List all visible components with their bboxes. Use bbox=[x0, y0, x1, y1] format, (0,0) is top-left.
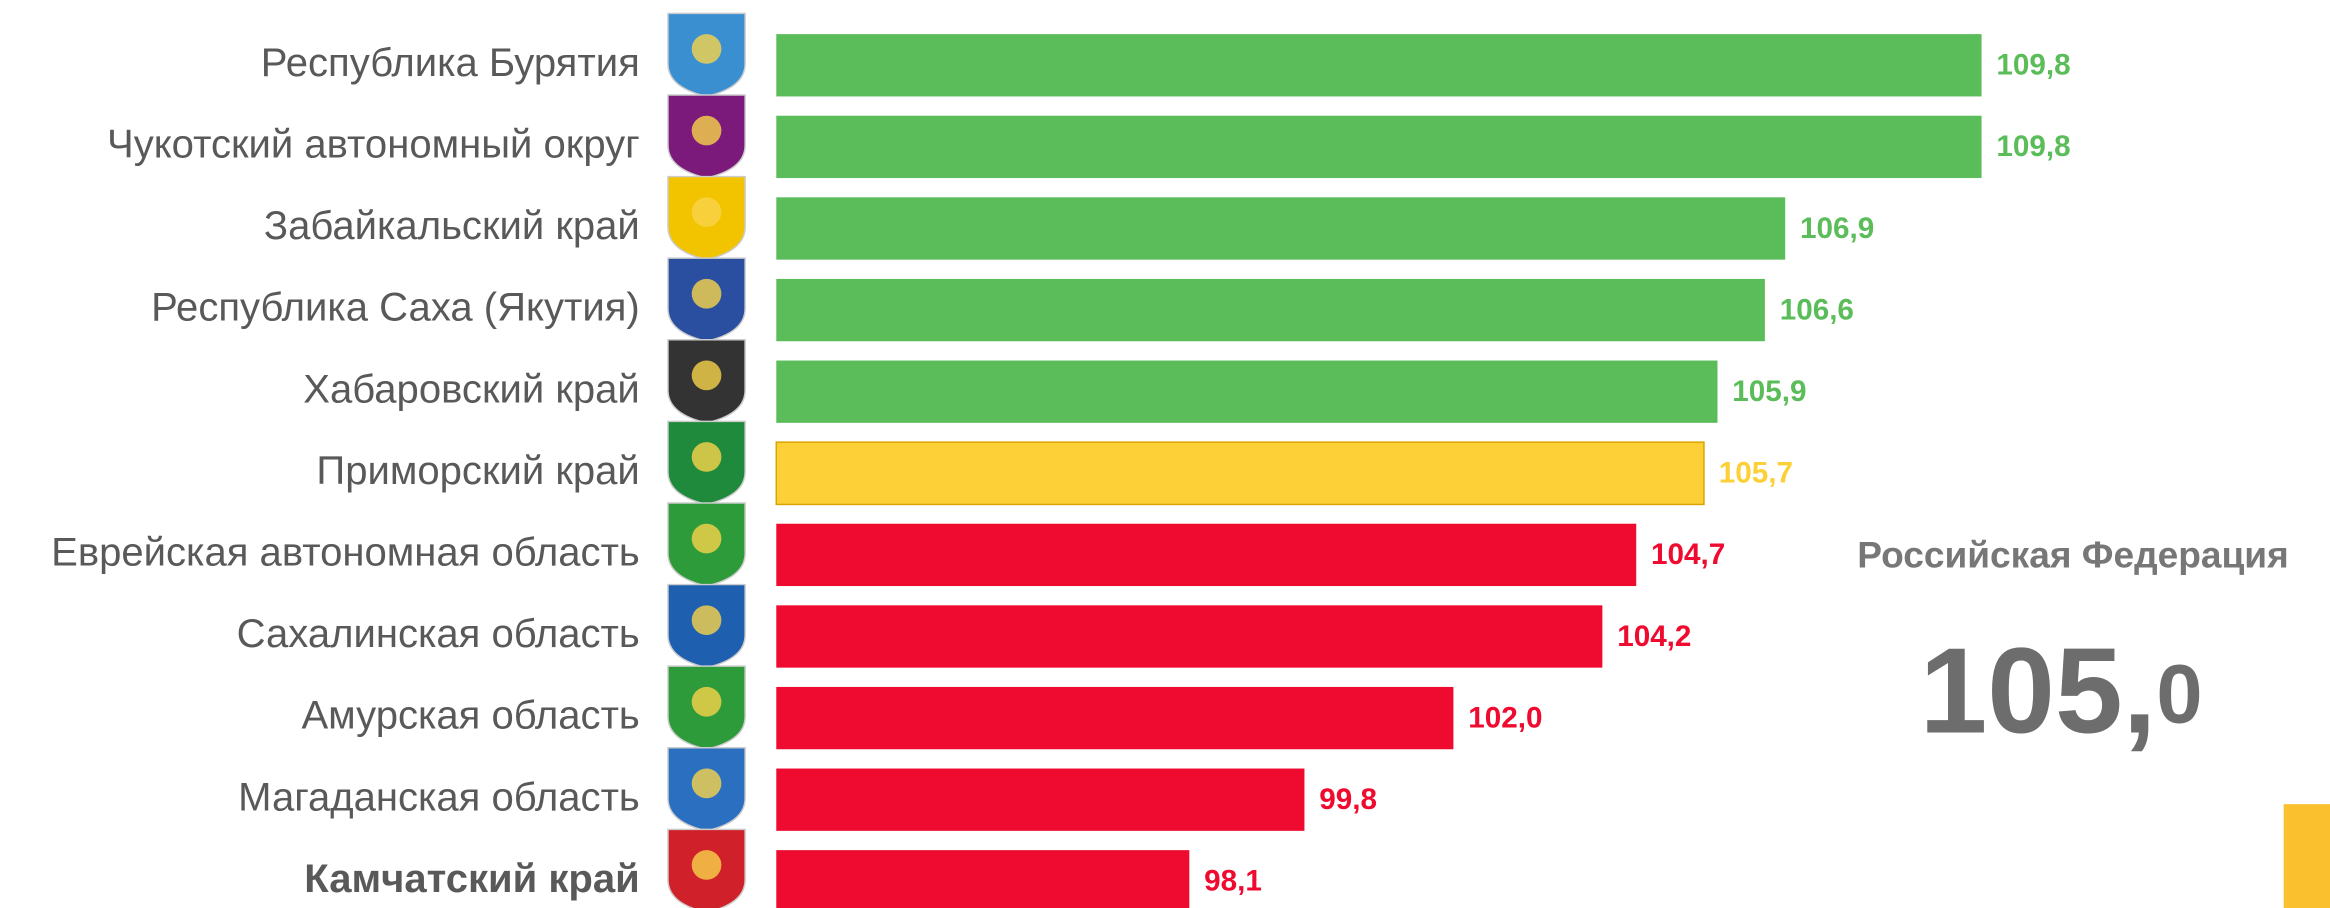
bar bbox=[776, 605, 1603, 668]
value-label: 106,9 bbox=[1800, 212, 1874, 245]
annotation-value: 105,0 bbox=[1920, 622, 2203, 758]
bar bbox=[776, 360, 1718, 423]
bar bbox=[776, 197, 1786, 260]
bar bbox=[776, 686, 1454, 750]
emblem-detail bbox=[691, 34, 722, 64]
category-label: Хабаровский край bbox=[303, 367, 640, 411]
category-label: Республика Саха (Якутия) bbox=[151, 286, 640, 330]
emblem-detail bbox=[691, 278, 722, 309]
bar bbox=[776, 115, 1982, 179]
value-label: 104,2 bbox=[1617, 620, 1691, 653]
emblem-detail bbox=[691, 605, 722, 636]
value-label: 98,1 bbox=[1204, 865, 1262, 898]
emblem-detail bbox=[691, 686, 722, 717]
value-label: 106,6 bbox=[1780, 293, 1854, 326]
value-label: 109,8 bbox=[1996, 130, 2070, 163]
annotation-label: Российская Федерация bbox=[1857, 534, 2288, 576]
category-label: Сахалинская область bbox=[237, 612, 640, 656]
category-label: Чукотский автономный округ bbox=[107, 122, 640, 166]
bar bbox=[776, 278, 1765, 342]
value-label: 104,7 bbox=[1651, 538, 1725, 571]
emblem-detail bbox=[691, 523, 722, 554]
emblem-detail bbox=[691, 360, 722, 391]
category-label: Амурская область bbox=[301, 694, 639, 738]
bar bbox=[775, 441, 1705, 506]
category-label: Приморский край bbox=[316, 449, 639, 493]
category-label: Республика Бурятия bbox=[261, 41, 640, 85]
emblem-detail bbox=[691, 197, 722, 227]
value-label: 102,0 bbox=[1468, 701, 1542, 734]
bar bbox=[776, 768, 1305, 831]
bar bbox=[776, 850, 1190, 908]
value-label: 105,7 bbox=[1719, 457, 1793, 490]
value-label: 105,9 bbox=[1732, 375, 1806, 408]
category-label: Еврейская автономная область bbox=[51, 530, 640, 574]
emblem-detail bbox=[691, 768, 722, 799]
category-label: Магаданская область bbox=[238, 775, 640, 819]
value-label: 99,8 bbox=[1319, 783, 1377, 816]
category-label: Забайкальский край bbox=[264, 204, 640, 248]
emblem-detail bbox=[691, 442, 722, 472]
corner-button bbox=[2283, 804, 2330, 908]
value-label: 109,8 bbox=[1996, 49, 2070, 82]
bar bbox=[776, 523, 1637, 587]
emblem-detail bbox=[691, 850, 722, 880]
bar bbox=[776, 34, 1982, 97]
emblem-detail bbox=[691, 115, 722, 146]
category-label: Камчатский край bbox=[304, 857, 640, 901]
